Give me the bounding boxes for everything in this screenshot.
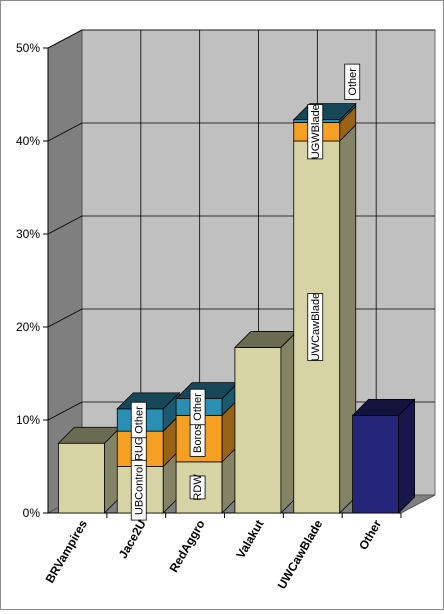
bar-side xyxy=(398,398,415,514)
segment-label: Boros xyxy=(189,420,206,457)
bar-front xyxy=(58,442,105,514)
gridline-side xyxy=(47,122,83,142)
bar-segment xyxy=(293,124,357,514)
segment-label: RDW xyxy=(189,474,206,501)
bar-segment xyxy=(57,426,122,514)
gridline-side xyxy=(47,215,83,235)
category-label: Other xyxy=(356,517,384,552)
bar-front xyxy=(234,347,282,514)
segment-label-box xyxy=(307,104,324,160)
segment-label-box xyxy=(344,63,361,101)
segment-label: Other xyxy=(189,388,206,426)
bar-segment xyxy=(233,330,298,514)
y-tick-label: 30% xyxy=(16,227,40,241)
segment-label: UWCawBlade xyxy=(307,293,324,361)
segment-label-text: Other xyxy=(192,393,204,421)
segment-label-text: Other xyxy=(347,68,359,96)
segment-label-text: UBControl xyxy=(133,464,145,515)
gridline-side xyxy=(47,308,83,328)
category-label: BRVampires xyxy=(43,517,91,585)
segment-label: UBControl xyxy=(130,458,147,521)
segment-label: RUG xyxy=(130,437,147,461)
segment-label-text: UWCawBlade xyxy=(310,293,322,361)
gridline-side xyxy=(47,29,83,49)
segment-label-text: RDW xyxy=(192,474,204,501)
y-tick-label: 20% xyxy=(16,320,40,334)
segment-label: UGWBlade xyxy=(307,104,324,160)
segment-label-box xyxy=(189,388,206,426)
bar-front xyxy=(352,414,399,514)
segment-label-box xyxy=(130,401,147,439)
segment-label-box xyxy=(189,475,206,500)
segment-label: Other xyxy=(344,63,361,101)
bar-segment xyxy=(351,398,416,514)
category-label: UWCawBlade xyxy=(275,517,326,591)
gridline-side xyxy=(47,401,83,421)
segment-label-text: Other xyxy=(133,406,145,434)
category-label: RedAggro xyxy=(167,518,208,575)
segment-label: Other xyxy=(130,401,147,439)
y-tick-label: 10% xyxy=(16,413,40,427)
y-tick-label: 50% xyxy=(16,41,40,55)
y-tick-label: 40% xyxy=(16,134,40,148)
segment-label-text: Boros xyxy=(192,424,204,453)
bar-top xyxy=(351,398,416,416)
segment-label-text: UGWBlade xyxy=(310,104,322,159)
y-tick-label: 0% xyxy=(23,506,41,520)
category-label: Jace2U xyxy=(116,518,149,561)
category-label: Valakut xyxy=(233,518,266,561)
segment-label-box xyxy=(307,293,324,361)
segment-label-text: RUG xyxy=(133,437,145,461)
